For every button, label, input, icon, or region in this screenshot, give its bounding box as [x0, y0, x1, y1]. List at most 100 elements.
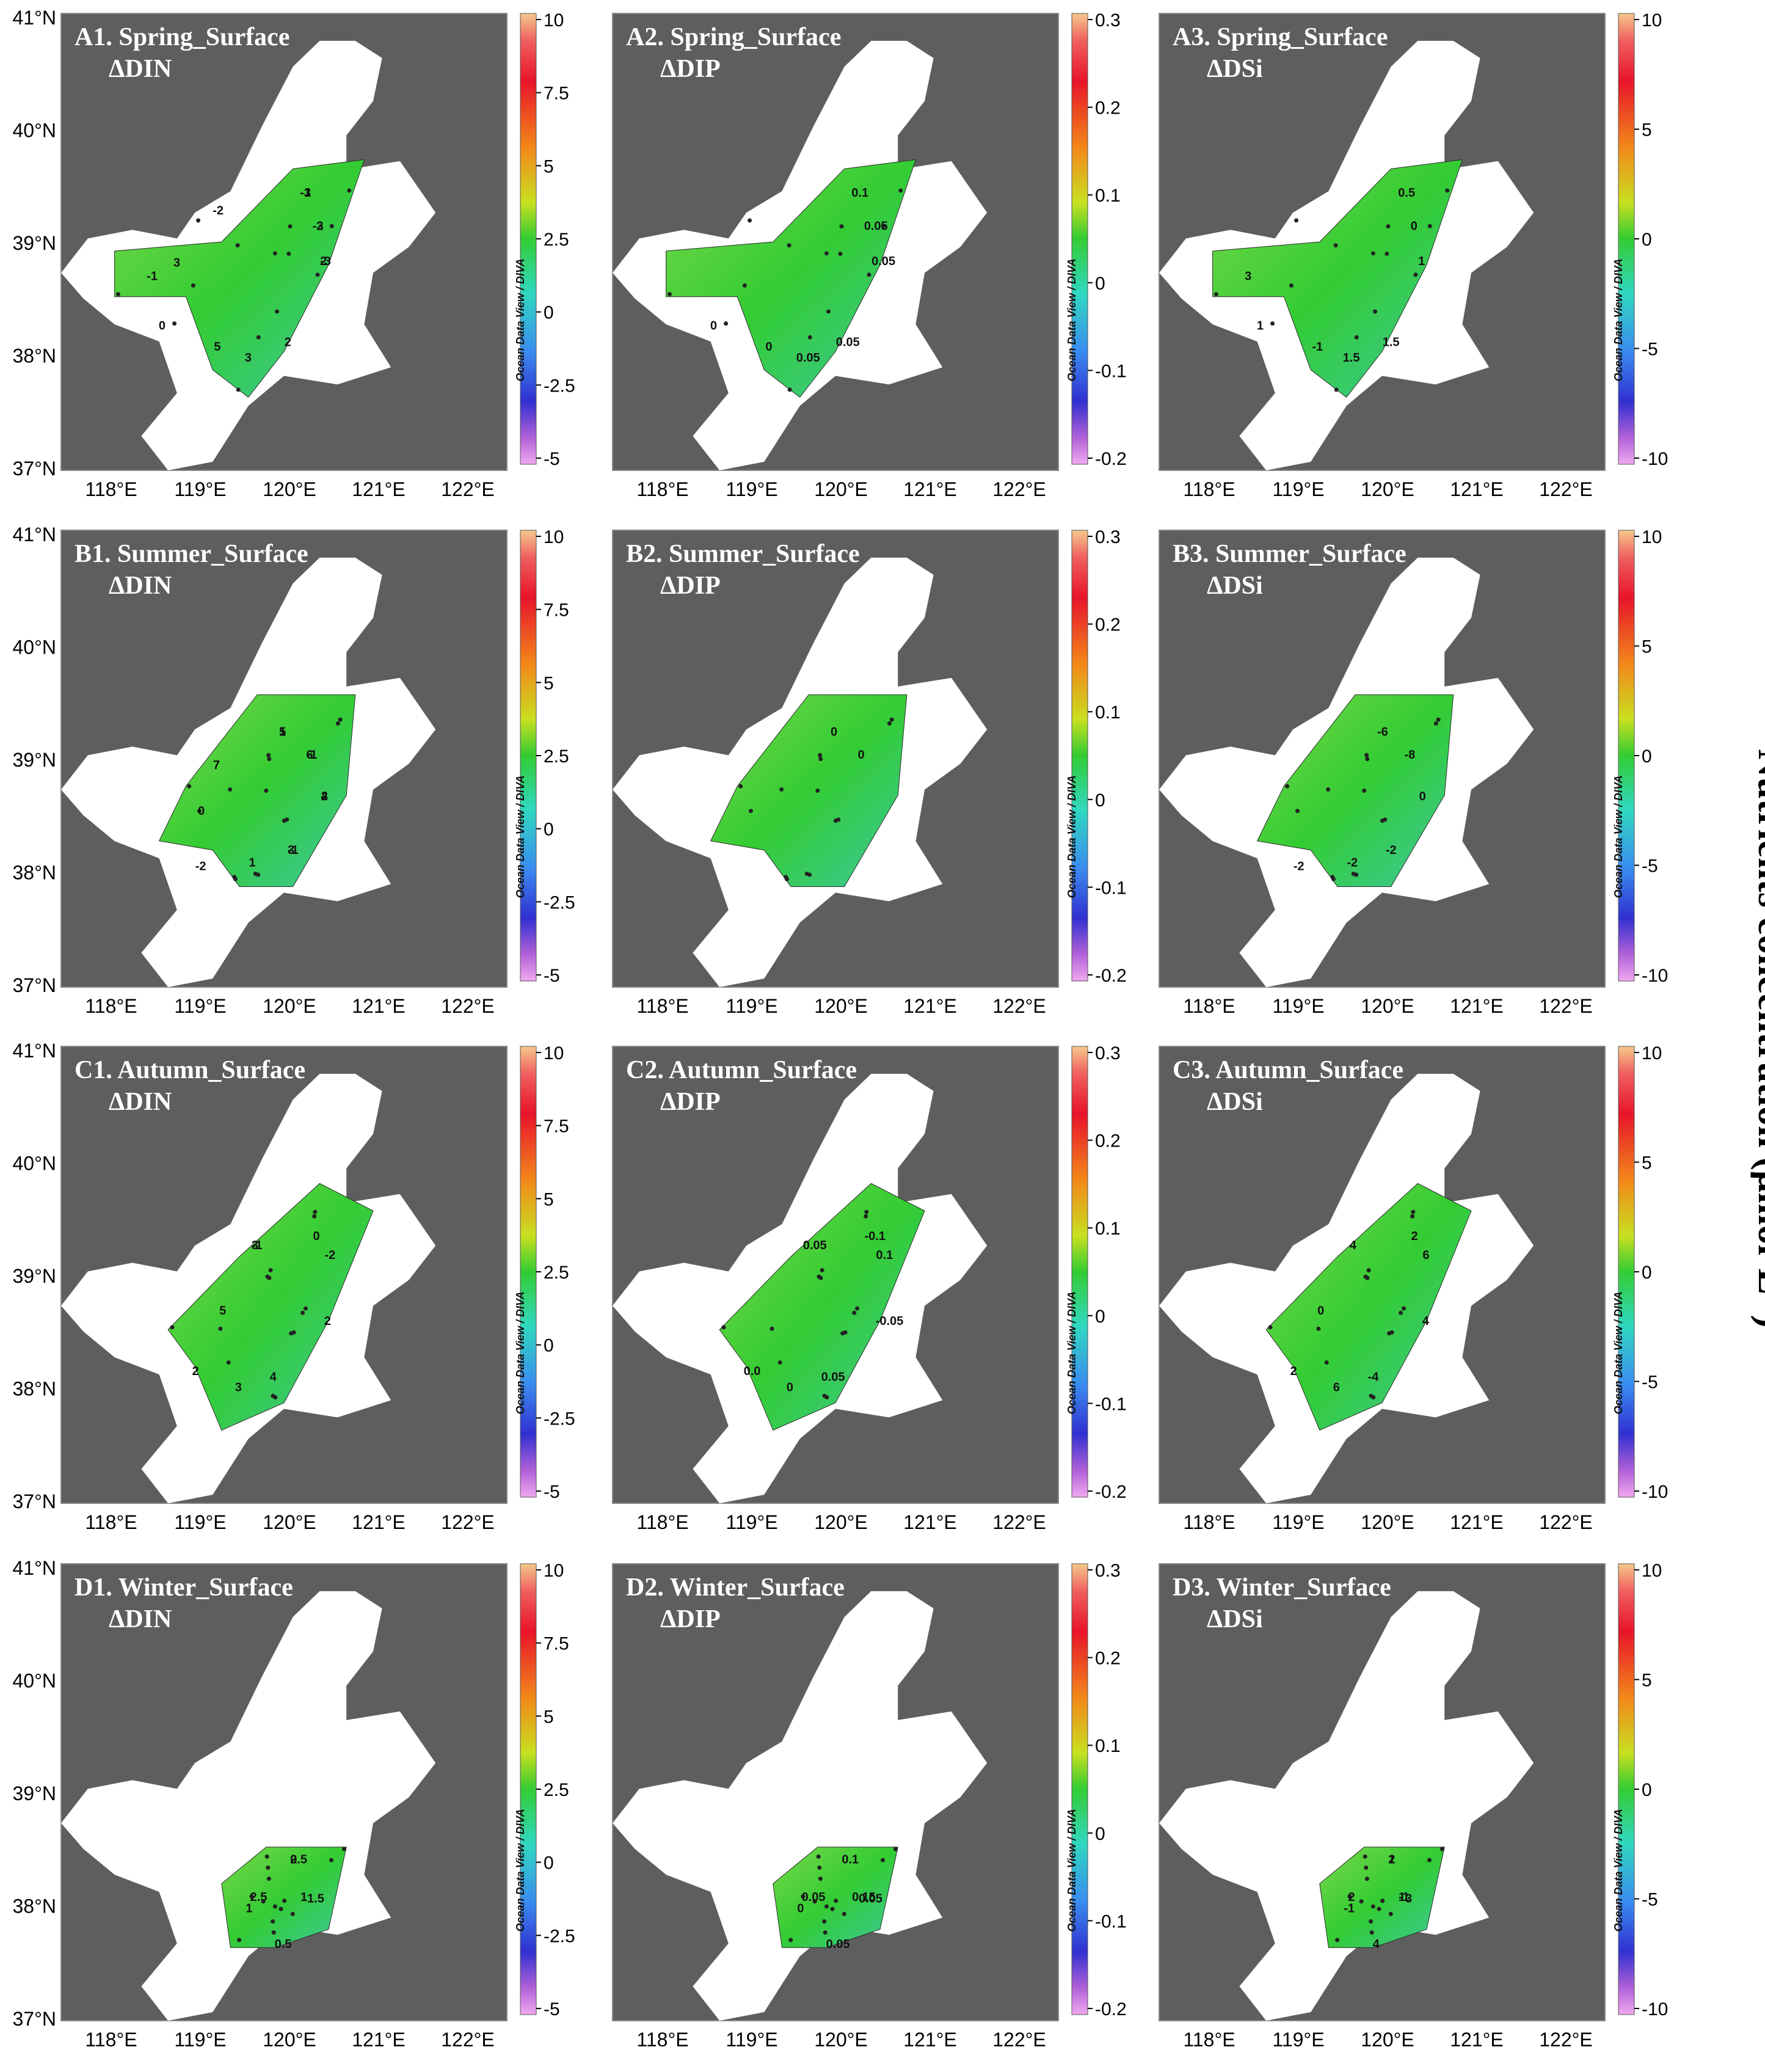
station-dot [267, 1275, 272, 1280]
lon-label: 118°E [636, 2029, 688, 2051]
contour-label: 0.05 [802, 1891, 826, 1904]
station-dot [1326, 787, 1331, 792]
colorbar-tick-label: -0.2 [1095, 966, 1127, 986]
colorbar-tick-label: 7.5 [544, 84, 569, 104]
interpolated-field [167, 1183, 374, 1431]
contour-label: -1 [1344, 1902, 1355, 1916]
station-dot [290, 1911, 295, 1916]
station-dot [742, 283, 747, 288]
station-dot [267, 757, 272, 762]
station-dot [275, 309, 280, 314]
lon-label: 118°E [1183, 478, 1235, 500]
lon-label: 119°E [174, 2029, 226, 2051]
colorbar-tick-label: 5 [1642, 1153, 1652, 1173]
station-dot [1411, 1209, 1416, 1214]
station-dot [1385, 251, 1389, 256]
lon-label: 119°E [726, 478, 777, 500]
station-dot [881, 224, 886, 228]
station-dot [1386, 224, 1391, 229]
interpolated-field [719, 1183, 925, 1431]
station-dot [887, 721, 892, 726]
station-dot [787, 243, 792, 248]
colorbar-tick-label: 0.1 [1095, 1736, 1121, 1756]
figure-side-label: Nutrients concentration (μmol·L-1) [1750, 749, 1765, 1328]
lon-label: 118°E [636, 478, 688, 500]
watermark: Ocean Data View / DIVA [1066, 1809, 1078, 1932]
contour-label: -3 [300, 186, 311, 200]
contour-label: -2 [324, 1249, 335, 1262]
colorbar-tick-label: 0.3 [1095, 1043, 1121, 1063]
station-dot [1354, 335, 1359, 340]
station-dot [818, 757, 823, 762]
contour-label: 0 [1317, 1304, 1324, 1318]
interpolated-field [773, 1847, 898, 1948]
panel-title: D2. Winter_Surface [626, 1574, 845, 1602]
station-dot [272, 251, 277, 256]
contour-label: 2 [290, 1853, 297, 1867]
station-dot [1295, 809, 1300, 814]
lat-label: 39°N [13, 1782, 57, 1804]
panel-variable: ΔDIP [660, 1605, 721, 1633]
lon-label: 118°E [636, 995, 688, 1017]
contour-label: 0.5 [275, 1938, 292, 1951]
station-dot [282, 1899, 287, 1903]
colorbar-tick-label: 5 [544, 1189, 554, 1209]
contour-label: 4 [1422, 1315, 1430, 1328]
contour-label: 0 [159, 319, 166, 333]
contour-label: -2 [1386, 844, 1397, 857]
station-dot [268, 1268, 273, 1273]
contour-label: 0.05 [821, 1371, 845, 1384]
colorbar-tick-label: -0.1 [1095, 878, 1127, 898]
contour-label: 5 [279, 726, 286, 739]
contour-label: 1 [1257, 319, 1264, 333]
colorbar-tick-label: -10 [1642, 449, 1668, 469]
colorbar [520, 1563, 537, 2015]
lat-label: 39°N [13, 1265, 57, 1287]
contour-label: 0 [831, 726, 837, 739]
contour-label: 0.1 [851, 186, 868, 200]
station-dot [288, 224, 293, 229]
colorbar [1071, 530, 1088, 982]
station-dot [881, 1858, 886, 1862]
lon-label: 121°E [1450, 2029, 1504, 2051]
station-dot [1359, 1899, 1364, 1904]
colorbar-tick-label: 7.5 [544, 600, 569, 621]
interpolated-field [710, 694, 908, 887]
lat-label: 38°N [13, 1378, 57, 1400]
contour-label: -2 [313, 220, 324, 233]
panel-C1: -1 0 -2 2 4 3 2 5 3 C1. Autumn_Surface ΔDIN 41°N 40°… [13, 1040, 575, 1533]
lon-label: 118°E [636, 1511, 688, 1533]
panel-variable: ΔDIP [660, 55, 721, 83]
contour-label: 0.05 [872, 255, 895, 268]
colorbar-tick-label: -5 [544, 1999, 560, 2019]
station-dot [1369, 1393, 1374, 1398]
station-dot [1366, 1268, 1371, 1273]
contour-label: 1 [246, 1902, 252, 1916]
station-dot [788, 1938, 793, 1942]
panel-B1: 1 -1 2 -1 1 -2 0 7 5 6 4 3 B1. Summer_Surface ΔDIN 41°… [13, 523, 575, 1017]
lon-label: 119°E [174, 1511, 226, 1533]
colorbar-tick-label: 0 [544, 820, 554, 840]
lon-label: 121°E [352, 2029, 406, 2051]
station-dot [1436, 717, 1441, 722]
lon-label: 122°E [441, 478, 495, 500]
colorbar [520, 1046, 537, 1498]
lon-label: 122°E [992, 2029, 1046, 2051]
contour-label: 0.05 [826, 1938, 850, 1951]
lon-label: 121°E [352, 478, 406, 500]
station-dot [249, 1894, 254, 1899]
station-dot [1364, 1865, 1369, 1870]
panel-variable: ΔDSi [1207, 1088, 1263, 1116]
colorbar-tick-label: 0 [1642, 746, 1652, 767]
lon-label: 120°E [1361, 2029, 1414, 2051]
station-dot [824, 1904, 829, 1909]
panel-title: B1. Summer_Surface [75, 540, 308, 568]
panel-variable: ΔDSi [1207, 1605, 1263, 1633]
station-dot [1316, 1326, 1321, 1331]
station-dot [312, 1214, 317, 1219]
contour-label: -2 [1347, 856, 1358, 870]
station-dot [826, 309, 831, 314]
station-dot [818, 753, 823, 757]
interpolated-field [1265, 1183, 1472, 1431]
